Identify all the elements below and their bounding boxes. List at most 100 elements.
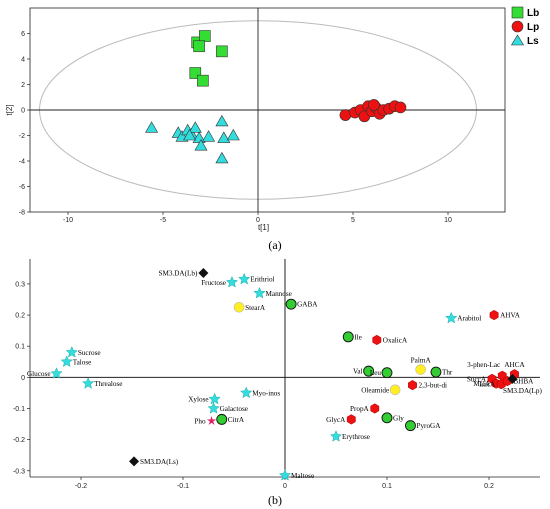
diamond-marker — [507, 373, 518, 384]
legend-label-lb: Lb — [527, 8, 539, 19]
point-oleamide: Oleamide — [361, 384, 401, 396]
x-tick-label: 0 — [256, 217, 260, 224]
point-propa: PropA — [350, 403, 380, 414]
point-threalose: Threalose — [81, 377, 122, 389]
point-ahva-label: AHVA — [500, 312, 521, 320]
point-citra: CitrA — [216, 413, 245, 425]
point-laca: LacA — [479, 379, 506, 390]
star-marker — [206, 415, 217, 425]
star-marker — [50, 367, 63, 379]
point-myo-inos-label: Myo-inos — [252, 389, 280, 397]
score-plot-panel-a: -10 -5 0 5 10 -8 -6 -4 -2 0 2 4 6 t[1] t[2] Lb Lp Ls (a) — [5, 6, 539, 252]
point-gly: Gly — [381, 412, 404, 424]
y-tick-label: 0.2 — [15, 313, 25, 320]
x-axis-title: t[1] — [258, 223, 269, 232]
point-myo-inos: Myo-inos — [240, 386, 280, 399]
point-ahva: AHVA — [489, 309, 521, 321]
point-steara: StearA — [233, 301, 266, 313]
y-tick-label: 4 — [21, 57, 25, 64]
star-marker — [81, 377, 95, 389]
loading-plot-panel-b: -0.2 -0.1 0 0.1 0.2 -0.3 -0.2 -0.1 0 0.1 0.2 0.3 SM3… — [13, 259, 543, 507]
y-tick-label: 2 — [21, 82, 25, 89]
point-glyca: GlycA — [326, 414, 356, 425]
point-oxalica: OxalicA — [372, 334, 408, 346]
x-tick-label: 0.2 — [484, 483, 494, 490]
star-marker — [278, 468, 292, 481]
ls-point — [202, 130, 216, 142]
point-pho: Pho — [194, 415, 217, 425]
star-marker — [207, 402, 220, 414]
x-tick-label: 5 — [351, 217, 355, 224]
y-tick-label: 6 — [21, 31, 25, 38]
point-citra-label: CitrA — [228, 416, 245, 424]
point-palma: PalmA — [411, 357, 432, 375]
point-laca-label: LacA — [479, 381, 496, 389]
point-sm3-da-lp-: SM3.DA(Lp) — [503, 373, 543, 395]
point-erithriol-label: Erithriol — [250, 276, 274, 284]
lp-point — [394, 101, 407, 114]
ls-point — [145, 121, 159, 133]
y-axis-title: t[2] — [5, 104, 14, 115]
y-tick-label: 0.3 — [15, 281, 25, 288]
point-pyroga: PyroGA — [405, 420, 441, 432]
point-arabitol-label: Arabitol — [457, 315, 481, 323]
circle-marker — [216, 413, 228, 425]
hexagon-marker — [346, 414, 356, 425]
point-xylose: Xylose — [188, 392, 221, 405]
point-gaba: GABA — [285, 298, 318, 310]
point-palma-label: PalmA — [411, 357, 432, 365]
ls-point — [194, 139, 208, 151]
x-tick-label: 10 — [444, 217, 452, 224]
legend-marker-ls — [510, 34, 525, 46]
lb-point — [199, 30, 211, 42]
lp-point — [368, 99, 380, 111]
point-2-3-but-di: 2,3-but-di — [408, 380, 447, 391]
point-erithriol: Erithriol — [238, 272, 275, 285]
circle-marker — [381, 367, 393, 379]
point-steara-label: StearA — [245, 304, 266, 312]
point-glucose: Glucose — [27, 367, 63, 379]
hexagon-marker — [372, 334, 382, 346]
point-maltose-label: Maltose — [291, 472, 314, 480]
point-glyca-label: GlycA — [326, 416, 346, 424]
x-tick-label: 0 — [283, 483, 287, 490]
point-val: Val — [353, 365, 375, 377]
point-thr-label: Thr — [442, 369, 453, 377]
point-maltose: Maltose — [278, 468, 314, 481]
ls-point — [215, 151, 229, 164]
point-sucrose: Sucrose — [65, 345, 101, 358]
circle-marker — [233, 301, 245, 313]
star-marker — [240, 386, 253, 399]
circle-marker — [342, 331, 354, 343]
ls-point — [226, 128, 240, 141]
circle-marker — [415, 364, 426, 375]
point-mannose: Mannose — [253, 286, 292, 299]
point-gly-label: Gly — [393, 414, 404, 422]
point-val-label: Val — [353, 368, 363, 376]
point-ile: Ile — [342, 331, 362, 343]
circle-marker — [381, 412, 393, 424]
y-tick-label: -0.2 — [13, 437, 25, 444]
point-sm3-da-lb-: SM3.DA(Lb) — [158, 268, 209, 279]
point-xylose-label: Xylose — [188, 396, 208, 404]
point-leu-label: Leu — [370, 369, 382, 377]
point-ile-label: Ile — [354, 333, 362, 341]
y-tick-label: -4 — [19, 159, 25, 166]
star-marker — [445, 311, 458, 324]
point-bhba: BHBA — [502, 375, 534, 387]
y-tick-label: -2 — [19, 133, 25, 140]
lb-point — [216, 45, 228, 58]
star-marker — [65, 345, 78, 358]
point-pyroga-label: PyroGA — [416, 422, 441, 430]
y-tick-label: -8 — [19, 210, 25, 217]
hexagon-marker — [489, 309, 499, 321]
lb-point — [189, 67, 202, 79]
y-tick-label: 0.1 — [15, 344, 25, 351]
point-glucose-label: Glucose — [27, 370, 51, 378]
diamond-marker — [198, 268, 209, 279]
point-mannose-label: Mannose — [266, 290, 292, 298]
hexagon-marker — [408, 380, 417, 391]
point-sm3-da-lb--label: SM3.DA(Lb) — [158, 270, 198, 278]
star-marker — [60, 355, 73, 367]
